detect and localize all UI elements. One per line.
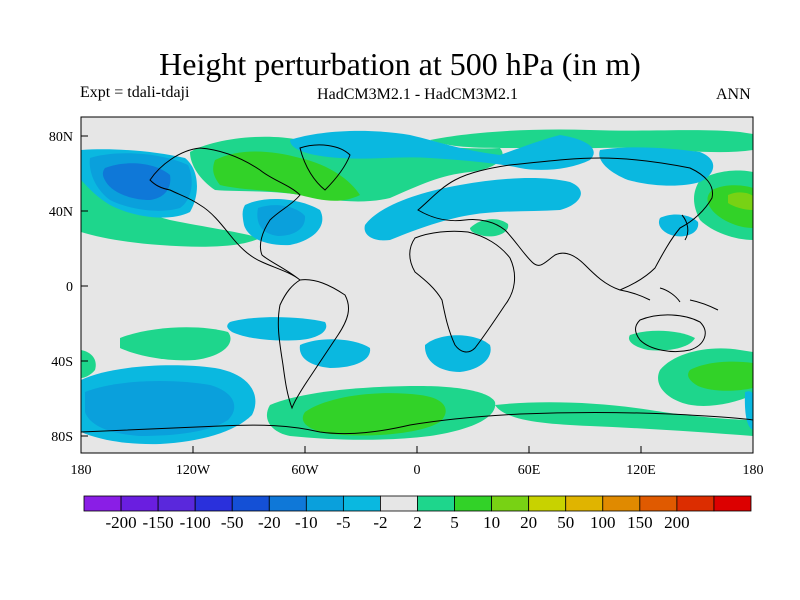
colorbar-label: 50: [557, 513, 574, 532]
colorbar-label: 150: [627, 513, 653, 532]
coastline-south-america: [277, 279, 349, 410]
colorbar-label: 200: [664, 513, 690, 532]
longitude-axis: 180 120W 60W 0 60E 120E 180: [71, 446, 764, 478]
colorbar-swatch: [231, 495, 270, 512]
colorbar-label: -10: [295, 513, 318, 532]
negative-anomaly-siberia: [599, 147, 714, 186]
lon-label-120w: 120W: [176, 463, 211, 478]
colorbar-label: -100: [180, 513, 211, 532]
colorbar-label: -20: [258, 513, 281, 532]
positive-anomaly-atlantic-20n: [470, 219, 509, 237]
negative-anomaly-south-africa: [424, 335, 491, 372]
negative-anomaly-pacific-30s: [227, 317, 327, 341]
colorbar-label: 10: [483, 513, 500, 532]
coastline-north-america: [149, 147, 301, 281]
colorbar-swatch: [380, 495, 418, 512]
coastline-antarctica: [81, 412, 753, 435]
experiment-label: Expt = tdali-tdaji: [80, 84, 190, 101]
colorbar: -200 -150 -100 -50 -20 -10 -5 -2 2 5 10 20 50 100 150 2…: [83, 495, 752, 532]
lat-label-80s: 80S: [51, 430, 73, 445]
colorbar-label: -5: [336, 513, 350, 532]
negative-anomaly-southeast-pacific: [744, 391, 753, 430]
positive-anomaly-west-pacific-peak: [728, 192, 753, 210]
positive-anomaly-arctic-band: [430, 129, 753, 153]
latitude-axis: 80N 40N 0 40S 80S: [49, 130, 88, 445]
colorbar-swatch: [491, 495, 530, 512]
lon-label-0: 0: [414, 463, 421, 478]
colorbar-label: 2: [413, 513, 422, 532]
colorbar-swatch: [602, 495, 641, 512]
positive-anomaly-indian-ocean-45s: [628, 330, 695, 351]
colorbar-swatch: [676, 495, 715, 512]
colorbar-swatch: [342, 495, 381, 512]
negative-anomaly-north-pacific-core: [102, 163, 171, 200]
colorbar-swatch: [120, 495, 159, 512]
map-title: Height perturbation at 500 hPa (in m): [159, 46, 641, 82]
colorbar-swatch: [268, 495, 307, 512]
negative-anomaly-south-pacific-core: [85, 380, 235, 436]
coastlines: [81, 144, 753, 435]
colorbar-swatch: [417, 495, 455, 512]
map-panel: [80, 116, 754, 454]
colorbar-label: 100: [590, 513, 616, 532]
lon-label-60w: 60W: [291, 463, 319, 478]
colorbar-swatch: [83, 495, 122, 512]
lat-label-80n: 80N: [49, 130, 73, 145]
negative-anomaly-japan: [658, 214, 699, 237]
colorbar-swatch: [157, 495, 196, 512]
colorbar-label: 5: [450, 513, 459, 532]
positive-anomaly-southwest-pacific-core: [688, 361, 753, 391]
coastline-europe-asia: [417, 157, 714, 291]
lon-label-180w: 180: [71, 463, 92, 478]
colorbar-swatch: [194, 495, 233, 512]
coastline-greenland: [299, 144, 351, 191]
positive-anomaly-southern-ocean-60s: [495, 402, 753, 436]
positive-anomaly-east-pacific-40s: [81, 350, 96, 378]
positive-anomaly-pacific-30s: [120, 327, 231, 361]
positive-anomaly-east-pacific-40n: [81, 178, 260, 247]
lat-label-40s: 40S: [51, 355, 73, 370]
lat-label-0: 0: [66, 280, 73, 295]
colorbar-swatch: [713, 495, 752, 512]
colorbar-label: 20: [520, 513, 537, 532]
lon-label-120e: 120E: [626, 463, 656, 478]
coastline-maritime-continent: [619, 287, 719, 311]
negative-anomaly-south-america-40s: [299, 339, 371, 368]
negative-anomaly-eurasia-band: [364, 178, 581, 241]
colorbar-label: -150: [143, 513, 174, 532]
colorbar-swatch: [639, 495, 678, 512]
colorbar-label: -2: [373, 513, 387, 532]
colorbar-swatch: [305, 495, 344, 512]
colorbar-swatch: [454, 495, 493, 512]
colorbar-swatch: [565, 495, 604, 512]
lat-label-40n: 40N: [49, 205, 73, 220]
negative-anomaly-eastern-north-america-core: [257, 205, 306, 236]
coastline-africa: [409, 230, 516, 353]
negative-anomaly-arctic: [290, 130, 594, 170]
lon-label-180e: 180: [743, 463, 764, 478]
model-comparison-label: HadCM3M2.1 - HadCM3M2.1: [317, 86, 518, 103]
coastline-australia: [635, 314, 706, 353]
colorbar-swatch: [528, 495, 567, 512]
season-label: ANN: [716, 86, 751, 103]
colorbar-label: -50: [221, 513, 244, 532]
coastline-japan: [681, 214, 689, 241]
lon-label-60e: 60E: [518, 463, 541, 478]
colorbar-label: -200: [105, 513, 136, 532]
